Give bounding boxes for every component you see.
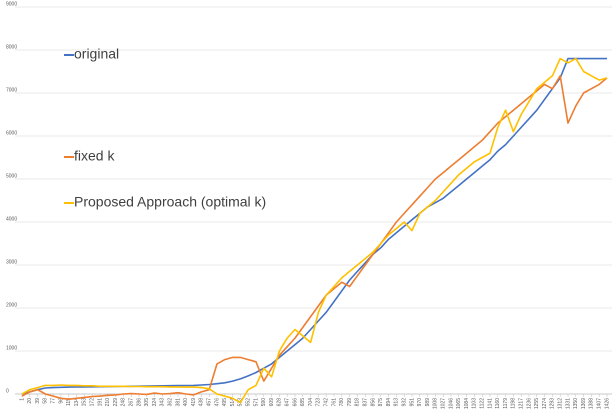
x-tick-label: 495 [222,398,228,407]
x-tick-label: 1217 [519,398,525,409]
y-tick-label: 0 [6,388,9,394]
x-tick-label: 685 [300,398,306,407]
x-tick-label: 1122 [480,398,486,409]
x-tick-label: 438 [199,398,205,407]
x-tick-label: 324 [152,398,158,407]
x-tick-label: 1008 [433,398,439,409]
x-tick-label: 514 [230,398,236,407]
x-tick-label: 1293 [550,398,556,409]
x-tick-label: 381 [175,398,181,407]
x-tick-label: 1179 [503,398,509,409]
y-tick-label: 2000 [6,302,17,308]
x-tick-label: 799 [347,398,353,407]
x-tick-label: 856 [370,398,376,407]
y-tick-label: 4000 [6,216,17,222]
x-tick-label: 1426 [604,398,610,409]
x-tick-label: 476 [214,398,220,407]
series-line [21,57,607,395]
x-tick-label: 1103 [472,398,478,409]
x-tick-label: 1046 [448,398,454,409]
x-tick-label: 590 [261,398,267,407]
series-line [21,75,608,400]
x-tick-label: 1312 [558,398,564,409]
x-tick-label: 305 [144,398,150,407]
x-tick-label: 58 [43,398,49,404]
x-tick-label: 894 [386,398,392,407]
y-tick-label: 1000 [6,345,17,351]
x-tick-label: 1388 [589,398,595,409]
x-tick-label: 666 [292,398,298,407]
x-tick-label: 1407 [597,398,603,409]
y-tick-label: 6000 [6,130,17,136]
x-tick-label: 1350 [573,398,579,409]
x-tick-label: 1027 [441,398,447,409]
x-tick-label: 932 [402,398,408,407]
legend-label: original [74,46,119,62]
x-tick-label: 780 [339,398,345,407]
x-tick-label: 267 [129,398,135,407]
x-tick-label: 970 [417,398,423,407]
legend-label: fixed k [74,148,115,164]
x-tick-label: 989 [425,398,431,407]
x-tick-label: 1198 [511,398,517,409]
x-tick-label: 343 [160,398,166,407]
x-tick-label: 153 [82,398,88,407]
x-tick-label: 1 [19,398,25,401]
x-tick-label: 96 [58,398,64,404]
x-tick-label: 704 [308,398,314,407]
x-tick-label: 761 [331,398,337,407]
y-tick-label: 7000 [6,87,17,93]
x-tick-label: 172 [90,398,96,407]
x-tick-label: 875 [378,398,384,407]
x-tick-label: 400 [183,398,189,407]
x-tick-label: 115 [66,398,72,406]
y-tick-label: 5000 [6,173,17,179]
x-tick-label: 1255 [534,398,540,409]
x-tick-label: 723 [316,398,322,407]
x-tick-label: 628 [277,398,283,407]
x-tick-label: 1084 [464,398,470,409]
x-tick-label: 552 [246,398,252,407]
x-tick-label: 609 [269,398,275,407]
x-tick-label: 818 [355,398,361,407]
x-tick-label: 951 [409,398,415,407]
x-tick-label: 362 [168,398,174,407]
x-tick-label: 1331 [565,398,571,409]
x-tick-label: 419 [191,398,197,407]
x-tick-label: 1236 [526,398,532,409]
x-tick-label: 286 [136,398,142,407]
x-tick-label: 571 [253,398,259,407]
y-tick-label: 9000 [6,1,17,7]
legend-label: Proposed Approach (optimal k) [74,194,266,210]
x-tick-label: 134 [74,398,80,407]
series-line [21,57,608,404]
x-tick-label: 742 [324,398,330,407]
x-tick-label: 210 [105,398,111,407]
y-tick-label: 8000 [6,44,17,50]
x-tick-label: 1065 [456,398,462,409]
x-tick-label: 647 [285,398,291,407]
x-tick-label: 191 [97,398,103,407]
x-tick-label: 77 [51,398,57,404]
x-tick-label: 1274 [542,398,548,409]
x-tick-label: 1369 [581,398,587,409]
x-tick-label: 913 [394,398,400,407]
x-tick-label: 248 [121,398,127,407]
x-tick-label: 20 [27,398,33,404]
x-tick-label: 837 [363,398,369,407]
x-tick-label: 39 [35,398,41,404]
y-tick-label: 3000 [6,259,17,265]
x-tick-label: 1141 [487,398,493,409]
x-tick-label: 1160 [495,398,501,409]
x-tick-label: 457 [207,398,213,407]
x-tick-label: 229 [113,398,119,407]
